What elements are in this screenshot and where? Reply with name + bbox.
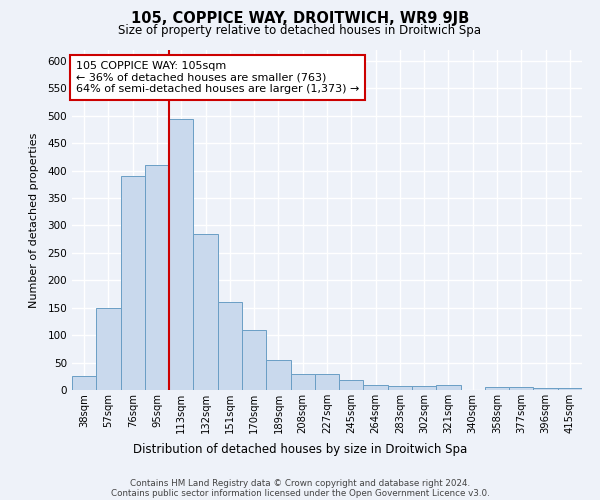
- Text: 105 COPPICE WAY: 105sqm
← 36% of detached houses are smaller (763)
64% of semi-d: 105 COPPICE WAY: 105sqm ← 36% of detache…: [76, 61, 359, 94]
- Bar: [558, 388, 582, 390]
- Bar: [266, 360, 290, 390]
- Bar: [315, 374, 339, 390]
- Bar: [436, 384, 461, 390]
- Text: Contains HM Land Registry data © Crown copyright and database right 2024.: Contains HM Land Registry data © Crown c…: [130, 478, 470, 488]
- Bar: [509, 388, 533, 390]
- Bar: [96, 308, 121, 390]
- Bar: [121, 176, 145, 390]
- Bar: [339, 380, 364, 390]
- Bar: [412, 386, 436, 390]
- Text: 105, COPPICE WAY, DROITWICH, WR9 9JB: 105, COPPICE WAY, DROITWICH, WR9 9JB: [131, 11, 469, 26]
- Bar: [388, 386, 412, 390]
- Y-axis label: Number of detached properties: Number of detached properties: [29, 132, 39, 308]
- Bar: [218, 302, 242, 390]
- Bar: [169, 118, 193, 390]
- Bar: [145, 165, 169, 390]
- Bar: [72, 376, 96, 390]
- Text: Distribution of detached houses by size in Droitwich Spa: Distribution of detached houses by size …: [133, 442, 467, 456]
- Bar: [242, 330, 266, 390]
- Bar: [485, 388, 509, 390]
- Text: Contains public sector information licensed under the Open Government Licence v3: Contains public sector information licen…: [110, 488, 490, 498]
- Bar: [193, 234, 218, 390]
- Bar: [533, 388, 558, 390]
- Text: Size of property relative to detached houses in Droitwich Spa: Size of property relative to detached ho…: [119, 24, 482, 37]
- Bar: [364, 384, 388, 390]
- Bar: [290, 374, 315, 390]
